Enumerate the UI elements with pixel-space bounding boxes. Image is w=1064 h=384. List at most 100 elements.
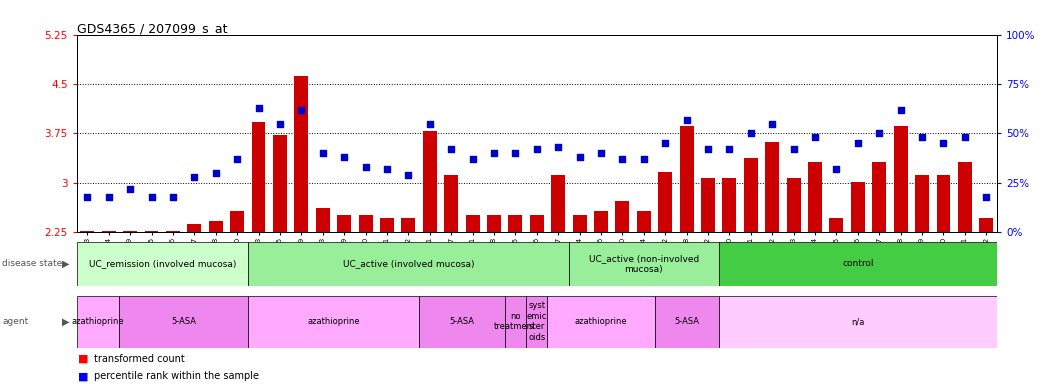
Bar: [359, 215, 372, 232]
Text: ▶: ▶: [62, 259, 69, 269]
Bar: [615, 201, 630, 232]
Bar: [504, 296, 526, 348]
Bar: [637, 211, 651, 232]
Bar: [337, 215, 351, 232]
Bar: [509, 215, 522, 232]
Bar: [936, 175, 950, 232]
Point: [229, 156, 246, 162]
Bar: [830, 218, 844, 232]
Point: [678, 116, 695, 122]
Bar: [979, 218, 993, 232]
Point: [656, 140, 674, 146]
Point: [914, 134, 931, 141]
Point: [506, 150, 523, 156]
Text: ■: ■: [78, 371, 88, 381]
Bar: [145, 231, 159, 232]
Bar: [248, 242, 569, 286]
Bar: [102, 231, 116, 232]
Point: [186, 174, 203, 180]
Point: [635, 156, 652, 162]
Text: control: control: [842, 260, 874, 268]
Bar: [872, 162, 886, 232]
Bar: [123, 231, 137, 232]
Bar: [77, 296, 119, 348]
Text: disease state: disease state: [2, 260, 63, 268]
Point: [400, 172, 417, 178]
Point: [271, 121, 288, 127]
Bar: [701, 178, 715, 232]
Bar: [572, 215, 586, 232]
Bar: [654, 296, 718, 348]
Text: 5-ASA: 5-ASA: [675, 317, 699, 326]
Point: [293, 107, 310, 113]
Point: [614, 156, 631, 162]
Point: [699, 146, 716, 152]
Bar: [273, 136, 287, 232]
Text: UC_remission (involved mucosa): UC_remission (involved mucosa): [88, 260, 236, 268]
Point: [443, 146, 460, 152]
Point: [550, 144, 567, 151]
Text: percentile rank within the sample: percentile rank within the sample: [94, 371, 259, 381]
Point: [807, 134, 824, 141]
Point: [571, 154, 588, 160]
Bar: [77, 242, 248, 286]
Point: [379, 166, 396, 172]
Point: [335, 154, 352, 160]
Bar: [187, 224, 201, 232]
Bar: [422, 131, 436, 232]
Bar: [81, 231, 95, 232]
Text: 5-ASA: 5-ASA: [171, 317, 196, 326]
Text: GDS4365 / 207099_s_at: GDS4365 / 207099_s_at: [77, 22, 227, 35]
Bar: [551, 175, 565, 232]
Point: [314, 150, 331, 156]
Point: [250, 105, 267, 111]
Text: UC_active (non-involved
mucosa): UC_active (non-involved mucosa): [588, 254, 699, 274]
Point: [421, 121, 438, 127]
Bar: [119, 296, 248, 348]
Bar: [594, 211, 608, 232]
Text: 5-ASA: 5-ASA: [449, 317, 475, 326]
Point: [721, 146, 738, 152]
Point: [743, 131, 760, 137]
Point: [978, 194, 995, 200]
Bar: [251, 122, 266, 232]
Bar: [166, 231, 180, 232]
Text: syst
emic
ster
oids: syst emic ster oids: [527, 301, 547, 342]
Bar: [718, 242, 997, 286]
Bar: [530, 215, 544, 232]
Point: [957, 134, 974, 141]
Point: [100, 194, 117, 200]
Text: azathioprine: azathioprine: [575, 317, 628, 326]
Bar: [548, 296, 654, 348]
Text: transformed count: transformed count: [94, 354, 184, 364]
Point: [165, 194, 182, 200]
Text: ■: ■: [78, 354, 88, 364]
Point: [207, 170, 225, 176]
Bar: [569, 242, 718, 286]
Bar: [466, 215, 480, 232]
Text: UC_active (involved mucosa): UC_active (involved mucosa): [343, 260, 475, 268]
Text: n/a: n/a: [851, 317, 865, 326]
Point: [143, 194, 160, 200]
Point: [849, 140, 866, 146]
Point: [764, 121, 781, 127]
Bar: [786, 178, 800, 232]
Bar: [380, 218, 394, 232]
Bar: [808, 162, 822, 232]
Text: azathioprine: azathioprine: [307, 317, 360, 326]
Bar: [958, 162, 971, 232]
Point: [870, 131, 887, 137]
Text: azathioprine: azathioprine: [71, 317, 124, 326]
Bar: [894, 126, 908, 232]
Bar: [915, 175, 929, 232]
Bar: [744, 159, 758, 232]
Bar: [209, 221, 222, 232]
Point: [593, 150, 610, 156]
Text: ▶: ▶: [62, 316, 69, 327]
Bar: [526, 296, 548, 348]
Bar: [680, 126, 694, 232]
Point: [785, 146, 802, 152]
Bar: [722, 178, 736, 232]
Point: [485, 150, 502, 156]
Bar: [419, 296, 504, 348]
